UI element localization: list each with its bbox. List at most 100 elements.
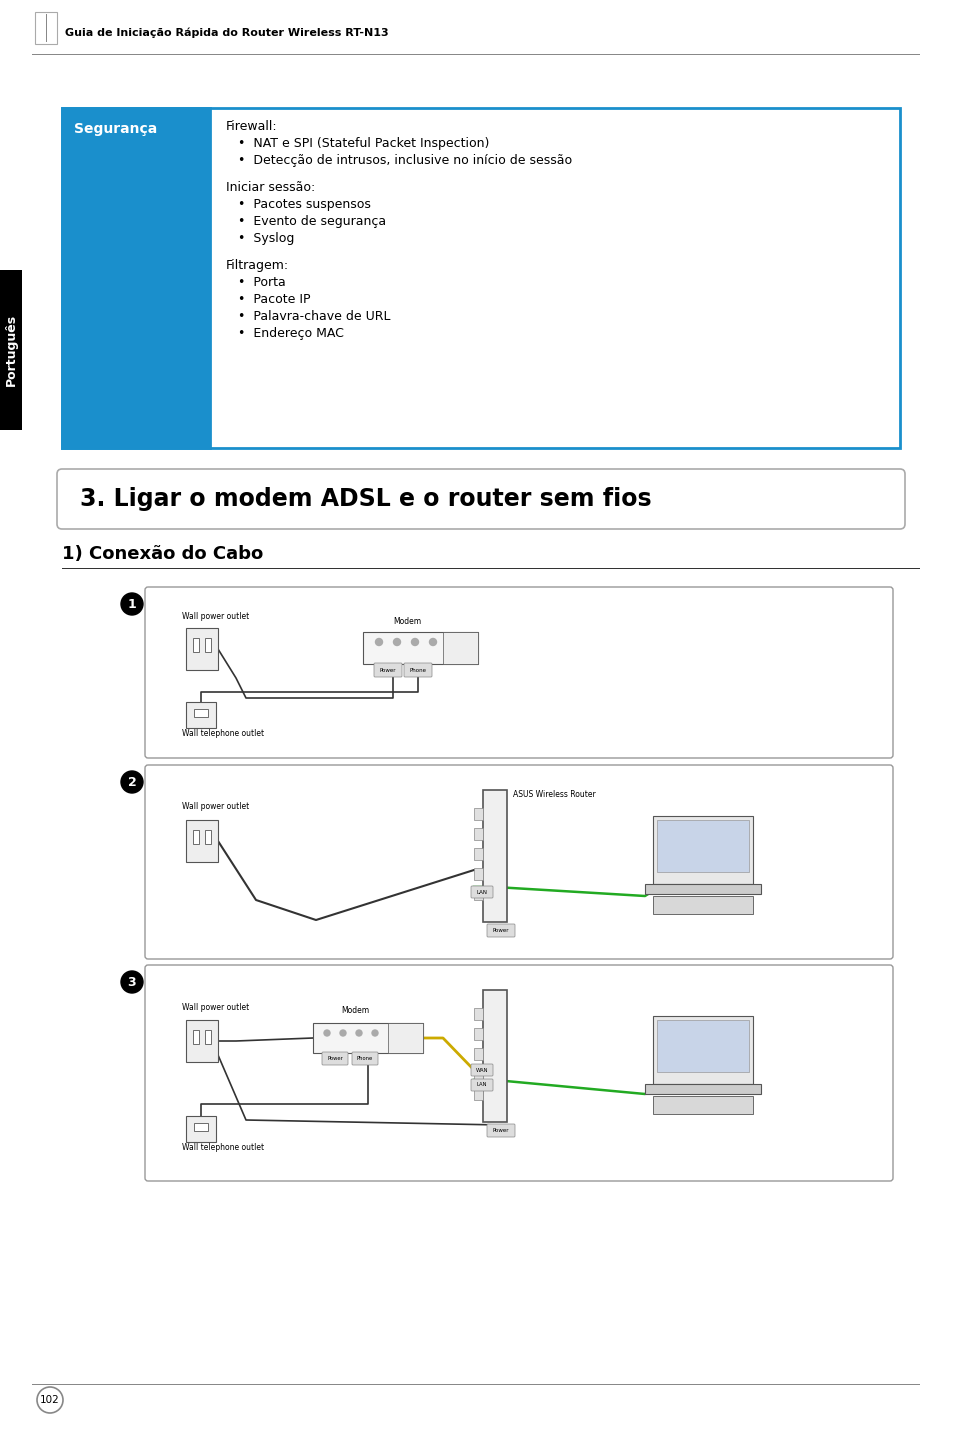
Text: Power: Power [327,1055,342,1061]
Bar [482,790,506,922]
Bar [388,1022,422,1053]
Bar [193,1030,199,1044]
Text: •  Endereço MAC: • Endereço MAC [237,326,343,339]
Circle shape [429,639,436,646]
Circle shape [121,971,143,992]
Bar [474,868,482,881]
FancyBboxPatch shape [486,1124,515,1137]
Bar [313,1022,422,1053]
Bar [193,831,199,843]
Bar [62,107,210,448]
Text: •  Pacote IP: • Pacote IP [237,294,310,306]
Bar [644,884,760,894]
Text: •  Pacotes suspensos: • Pacotes suspensos [237,198,371,211]
Bar [657,821,748,872]
FancyBboxPatch shape [145,765,892,959]
Text: 1) Conexão do Cabo: 1) Conexão do Cabo [62,546,263,563]
Bar [193,639,199,652]
Text: Modem: Modem [393,617,420,626]
Bar [652,1095,752,1114]
Circle shape [324,1030,330,1035]
Bar [363,632,477,664]
Circle shape [121,593,143,614]
Text: 102: 102 [40,1395,60,1405]
Text: Power: Power [493,1127,509,1133]
Circle shape [375,639,382,646]
Text: LAN: LAN [476,889,487,895]
Bar [46,14,47,42]
FancyBboxPatch shape [322,1053,348,1065]
Bar [482,990,506,1123]
FancyBboxPatch shape [486,924,515,937]
Bar [205,639,211,652]
Bar [652,896,752,914]
Bar [0,271,22,430]
Circle shape [355,1030,361,1035]
Text: •  Detecção de intrusos, inclusive no início de sessão: • Detecção de intrusos, inclusive no iní… [237,155,572,168]
Bar [186,702,215,727]
Text: ASUS Wireless Router: ASUS Wireless Router [513,790,595,799]
Bar [205,1030,211,1044]
Bar [474,828,482,841]
Circle shape [37,1388,63,1413]
Bar [474,888,482,899]
Text: Guia de Iniciação Rápida do Router Wireless RT-N13: Guia de Iniciação Rápida do Router Wirel… [65,27,388,39]
Text: Iniciar sessão:: Iniciar sessão: [226,180,314,193]
Text: Firewall:: Firewall: [226,120,277,133]
FancyBboxPatch shape [57,470,904,528]
Circle shape [339,1030,346,1035]
Text: Power: Power [493,928,509,932]
Text: Phone: Phone [356,1055,373,1061]
FancyBboxPatch shape [352,1053,377,1065]
Text: •  Evento de segurança: • Evento de segurança [237,215,386,228]
FancyBboxPatch shape [145,587,892,758]
Text: Filtragem:: Filtragem: [226,259,289,272]
Text: •  NAT e SPI (Stateful Packet Inspection): • NAT e SPI (Stateful Packet Inspection) [237,137,489,150]
Text: 3: 3 [128,975,136,988]
Text: •  Porta: • Porta [237,276,286,289]
Text: 2: 2 [128,776,136,789]
FancyBboxPatch shape [471,1064,493,1075]
Text: Wall power outlet: Wall power outlet [182,1002,249,1012]
Text: LAN: LAN [476,1083,487,1087]
Bar [474,1008,482,1020]
Bar [193,709,208,717]
Circle shape [411,639,418,646]
Bar [474,1048,482,1060]
Text: 1: 1 [128,597,136,610]
FancyBboxPatch shape [403,663,432,677]
Text: Segurança: Segurança [74,122,157,136]
FancyBboxPatch shape [471,886,493,898]
Text: Português: Português [5,314,17,387]
Bar [186,821,218,862]
Text: Power: Power [379,667,395,673]
Text: Wall power outlet: Wall power outlet [182,802,249,811]
FancyBboxPatch shape [471,1078,493,1091]
Bar [186,1020,218,1063]
Circle shape [372,1030,377,1035]
Text: •  Syslog: • Syslog [237,232,294,245]
Text: Wall telephone outlet: Wall telephone outlet [182,729,264,737]
Bar [205,831,211,843]
Text: •  Palavra-chave de URL: • Palavra-chave de URL [237,309,390,324]
Bar [644,1084,760,1094]
Bar [652,1015,752,1084]
Bar [474,1068,482,1080]
Text: Phone: Phone [409,667,426,673]
Bar [186,629,218,670]
Bar [442,632,477,664]
Bar [186,1116,215,1141]
Text: WAN: WAN [476,1067,488,1073]
Circle shape [121,770,143,793]
Text: Wall telephone outlet: Wall telephone outlet [182,1143,264,1151]
Text: Modem: Modem [340,1007,369,1015]
Bar [193,1123,208,1131]
Bar [474,1088,482,1100]
Bar [474,1028,482,1040]
Circle shape [393,639,400,646]
Bar [474,808,482,821]
Text: 3. Ligar o modem ADSL e o router sem fios: 3. Ligar o modem ADSL e o router sem fio… [80,487,651,511]
Bar [652,816,752,884]
Bar [62,107,899,448]
FancyBboxPatch shape [145,965,892,1181]
